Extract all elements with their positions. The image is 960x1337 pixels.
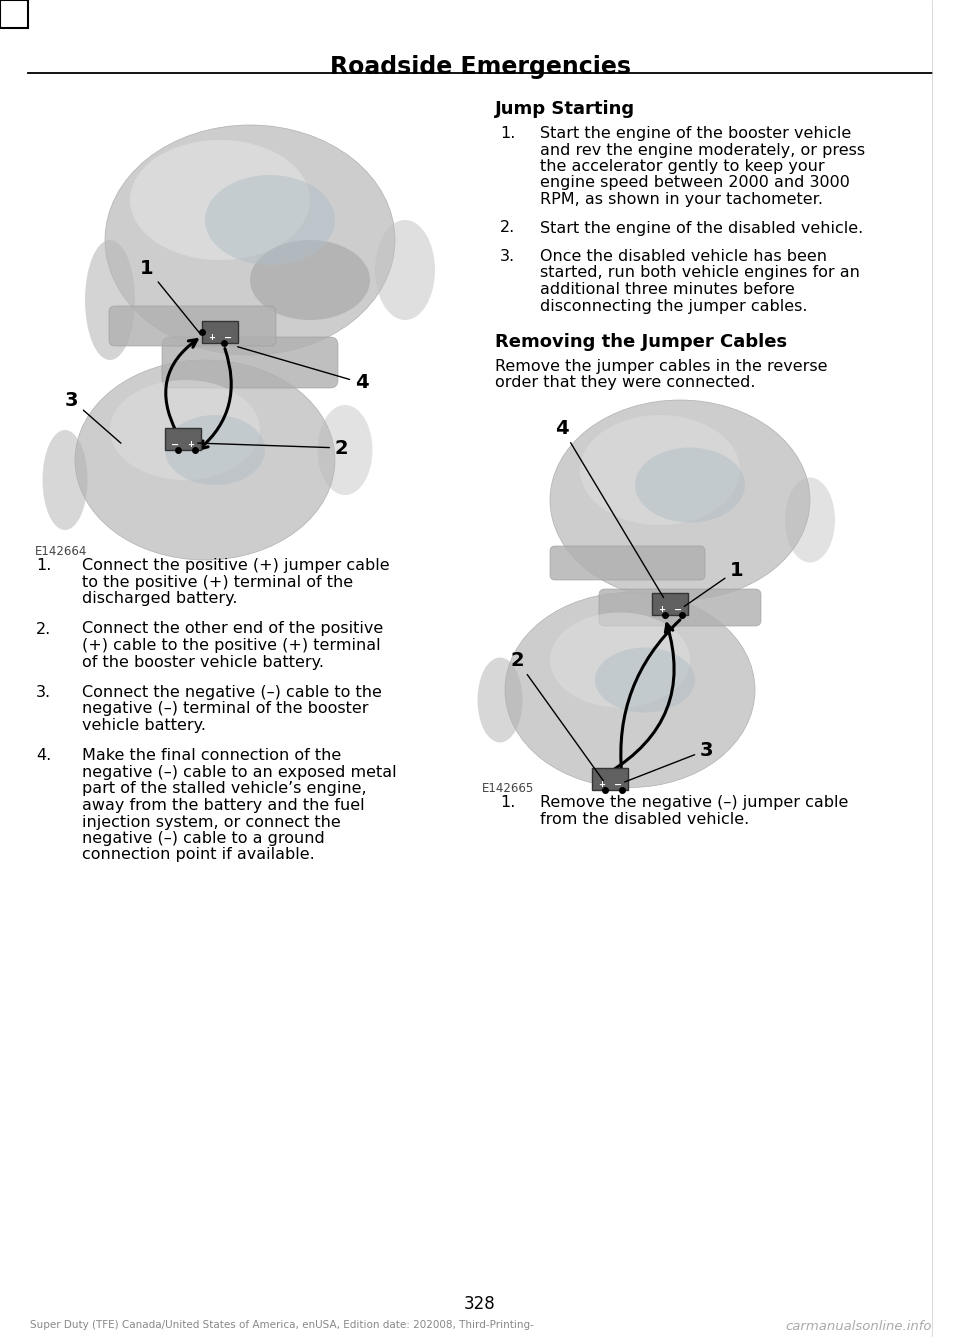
Ellipse shape: [165, 414, 265, 485]
Ellipse shape: [550, 612, 690, 707]
Text: of the booster vehicle battery.: of the booster vehicle battery.: [82, 655, 324, 670]
FancyBboxPatch shape: [599, 590, 761, 626]
Text: 1: 1: [140, 258, 201, 334]
Text: 3.: 3.: [36, 685, 51, 701]
Bar: [165, 428, 201, 451]
FancyArrowPatch shape: [200, 349, 231, 449]
Text: −: −: [674, 606, 682, 615]
Text: Roadside Emergencies: Roadside Emergencies: [329, 55, 631, 79]
Text: 1.: 1.: [36, 558, 52, 574]
FancyArrowPatch shape: [621, 620, 680, 774]
Text: order that they were connected.: order that they were connected.: [495, 376, 756, 390]
Ellipse shape: [375, 221, 435, 320]
Text: Super Duty (TFE) Canada/United States of America, enUSA, Edition date: 202008, T: Super Duty (TFE) Canada/United States of…: [30, 1320, 534, 1330]
Ellipse shape: [785, 477, 835, 563]
Ellipse shape: [42, 431, 87, 529]
FancyArrowPatch shape: [608, 624, 674, 774]
Text: E142665: E142665: [482, 782, 535, 796]
Ellipse shape: [110, 380, 260, 480]
Text: 2.: 2.: [36, 622, 51, 636]
Text: −: −: [614, 779, 622, 790]
Text: Make the final connection of the: Make the final connection of the: [82, 749, 341, 763]
Text: 2: 2: [510, 651, 604, 781]
Text: additional three minutes before: additional three minutes before: [540, 282, 795, 297]
Ellipse shape: [75, 360, 335, 560]
Bar: [202, 321, 238, 344]
Ellipse shape: [130, 140, 310, 259]
FancyBboxPatch shape: [550, 545, 705, 580]
Bar: [0, 0, 28, 28]
Ellipse shape: [635, 448, 745, 523]
Text: 4.: 4.: [36, 749, 51, 763]
Text: engine speed between 2000 and 3000: engine speed between 2000 and 3000: [540, 175, 850, 190]
Text: 328: 328: [464, 1296, 496, 1313]
Text: 4: 4: [238, 346, 369, 393]
Text: Connect the other end of the positive: Connect the other end of the positive: [82, 622, 383, 636]
Text: Connect the negative (–) cable to the: Connect the negative (–) cable to the: [82, 685, 382, 701]
Text: 3: 3: [65, 390, 121, 443]
Text: (+) cable to the positive (+) terminal: (+) cable to the positive (+) terminal: [82, 638, 380, 652]
Text: E142664: E142664: [35, 545, 87, 558]
Text: started, run both vehicle engines for an: started, run both vehicle engines for an: [540, 266, 860, 281]
Text: connection point if available.: connection point if available.: [82, 848, 315, 862]
Text: Jump Starting: Jump Starting: [495, 100, 636, 118]
Text: Connect the positive (+) jumper cable: Connect the positive (+) jumper cable: [82, 558, 390, 574]
Ellipse shape: [505, 592, 755, 787]
Ellipse shape: [205, 175, 335, 265]
Text: discharged battery.: discharged battery.: [82, 591, 237, 606]
Text: 2.: 2.: [500, 221, 516, 235]
Ellipse shape: [595, 647, 695, 713]
Text: −: −: [224, 333, 232, 344]
Ellipse shape: [85, 241, 135, 360]
FancyBboxPatch shape: [109, 306, 276, 346]
Text: and rev the engine moderately, or press: and rev the engine moderately, or press: [540, 143, 865, 158]
Text: 4: 4: [555, 418, 663, 598]
Text: −: −: [171, 440, 180, 451]
Text: Remove the jumper cables in the reverse: Remove the jumper cables in the reverse: [495, 360, 828, 374]
Text: 1.: 1.: [500, 796, 516, 810]
Ellipse shape: [318, 405, 372, 495]
Text: +: +: [187, 440, 195, 449]
Ellipse shape: [550, 400, 810, 600]
Text: +: +: [659, 606, 665, 614]
Text: Once the disabled vehicle has been: Once the disabled vehicle has been: [540, 249, 827, 263]
Bar: [652, 594, 688, 615]
Ellipse shape: [105, 124, 395, 356]
Text: from the disabled vehicle.: from the disabled vehicle.: [540, 812, 749, 826]
Text: vehicle battery.: vehicle battery.: [82, 718, 206, 733]
Text: carmanualsonline.info: carmanualsonline.info: [785, 1320, 932, 1333]
Text: injection system, or connect the: injection system, or connect the: [82, 814, 341, 829]
Ellipse shape: [580, 414, 740, 525]
Text: Start the engine of the booster vehicle: Start the engine of the booster vehicle: [540, 126, 852, 140]
Text: to the positive (+) terminal of the: to the positive (+) terminal of the: [82, 575, 353, 590]
Text: +: +: [208, 333, 215, 342]
Text: RPM, as shown in your tachometer.: RPM, as shown in your tachometer.: [540, 193, 823, 207]
Text: 3: 3: [625, 741, 713, 782]
Text: negative (–) terminal of the booster: negative (–) terminal of the booster: [82, 702, 369, 717]
Text: part of the stalled vehicle’s engine,: part of the stalled vehicle’s engine,: [82, 782, 367, 797]
Text: the accelerator gently to keep your: the accelerator gently to keep your: [540, 159, 825, 174]
Ellipse shape: [477, 658, 522, 742]
Text: Remove the negative (–) jumper cable: Remove the negative (–) jumper cable: [540, 796, 849, 810]
Text: disconnecting the jumper cables.: disconnecting the jumper cables.: [540, 298, 807, 313]
Text: Removing the Jumper Cables: Removing the Jumper Cables: [495, 333, 787, 352]
FancyArrowPatch shape: [166, 340, 197, 433]
Ellipse shape: [250, 241, 370, 320]
Text: 1.: 1.: [500, 126, 516, 140]
Text: +: +: [598, 779, 606, 789]
FancyBboxPatch shape: [162, 337, 338, 388]
Text: 3.: 3.: [500, 249, 516, 263]
Text: Start the engine of the disabled vehicle.: Start the engine of the disabled vehicle…: [540, 221, 863, 235]
Text: away from the battery and the fuel: away from the battery and the fuel: [82, 798, 365, 813]
Text: 1: 1: [684, 560, 744, 607]
Text: negative (–) cable to a ground: negative (–) cable to a ground: [82, 832, 324, 846]
Text: 2: 2: [198, 439, 348, 457]
Text: negative (–) cable to an exposed metal: negative (–) cable to an exposed metal: [82, 765, 396, 779]
Bar: [592, 767, 628, 790]
